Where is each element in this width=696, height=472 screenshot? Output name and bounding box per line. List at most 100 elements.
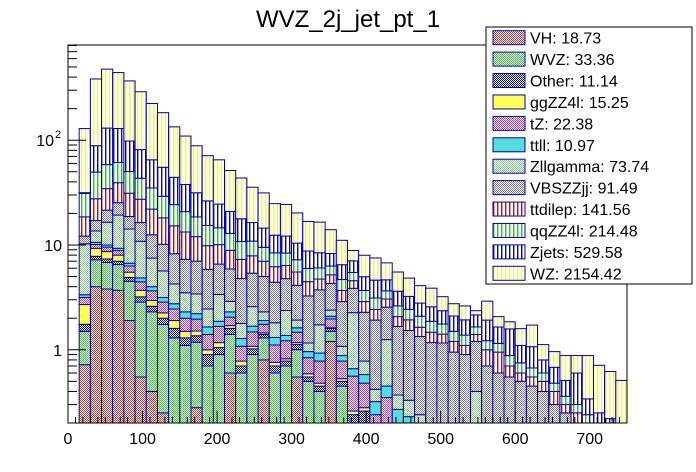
bar-vh-bin-3 — [101, 288, 114, 424]
bar-vbszzjj-bin-38 — [492, 372, 505, 424]
bar-ttdilep-bin-26 — [358, 301, 371, 313]
bar-qqzz4l-bin-39 — [503, 355, 516, 367]
bar-wz-bin-28 — [380, 262, 393, 281]
bar-wz-bin-37 — [481, 300, 494, 321]
bar-zllgamma-bin-10 — [179, 292, 192, 313]
bar-zjets-bin-22 — [313, 252, 326, 269]
bar-qqzz4l-bin-14 — [224, 232, 237, 251]
bar-ttll-bin-7 — [145, 286, 158, 292]
bar-wvz-bin-13 — [212, 354, 226, 424]
bar-other-bin-12 — [201, 354, 214, 367]
bar-wz-bin-16 — [246, 186, 259, 224]
bar-ggzz4l-bin-10 — [179, 330, 192, 339]
x-tick-label: 700 — [576, 431, 603, 448]
bar-wz-bin-5 — [123, 80, 136, 142]
bar-qqzz4l-bin-22 — [313, 267, 326, 280]
bar-ggzz4l-bin-11 — [190, 330, 203, 337]
bar-tz-bin-17 — [257, 323, 270, 334]
bar-other-bin-13 — [212, 347, 226, 356]
bar-wz-bin-30 — [402, 277, 416, 297]
bar-qqzz4l-bin-4 — [112, 161, 125, 184]
bar-ttdilep-bin-16 — [246, 255, 259, 274]
bar-wvz-bin-8 — [156, 323, 170, 414]
bar-wvz-bin-23 — [324, 330, 337, 342]
x-tick-label: 300 — [278, 431, 305, 448]
bar-qqzz4l-bin-24 — [335, 279, 349, 291]
bar-zllgamma-bin-2 — [89, 230, 103, 243]
legend-swatch-zllgamma — [492, 158, 526, 174]
bar-vbszzjj-bin-21 — [302, 295, 315, 344]
bar-vbszzjj-bin-1 — [78, 235, 91, 245]
bar-ttdilep-bin-36 — [469, 333, 483, 342]
bar-vbszzjj-bin-16 — [246, 272, 259, 308]
bar-qqzz4l-bin-20 — [291, 259, 304, 273]
bar-qqzz4l-bin-19 — [279, 252, 293, 266]
legend-swatch-wz — [492, 265, 526, 281]
legend-label-zjets: Zjets: 529.58 — [530, 245, 623, 262]
legend-swatch-other — [492, 73, 526, 89]
bar-zjets-bin-40 — [514, 344, 527, 364]
bar-vh-bin-7 — [145, 390, 158, 424]
bar-tz-bin-23 — [324, 318, 337, 329]
bar-ggzz4l-bin-6 — [134, 289, 147, 298]
legend-label-vh: VH: 18.73 — [530, 31, 601, 48]
bar-wvz-bin-3 — [101, 262, 114, 290]
bar-zjets-bin-43 — [548, 366, 561, 384]
bar-qqzz4l-bin-16 — [246, 240, 259, 257]
bar-wvz-bin-19 — [279, 365, 293, 424]
bar-tz-bin-5 — [123, 265, 136, 273]
bar-qqzz4l-bin-11 — [190, 216, 203, 238]
bar-vh-bin-14 — [224, 372, 237, 424]
bar-ttdilep-bin-30 — [402, 319, 416, 331]
bar-ttll-bin-27 — [369, 401, 382, 416]
bar-wz-bin-8 — [156, 112, 170, 168]
bar-zllgamma-bin-31 — [414, 414, 427, 424]
bar-tz-bin-16 — [246, 331, 259, 347]
bar-wz-bin-24 — [335, 239, 349, 266]
bar-ttdilep-bin-24 — [335, 289, 349, 303]
bar-ggzz4l-bin-3 — [101, 251, 114, 260]
bar-other-bin-11 — [190, 335, 203, 343]
bar-vbszzjj-bin-20 — [291, 284, 304, 321]
bar-wz-bin-36 — [469, 310, 483, 316]
legend-swatch-wvz — [492, 51, 526, 67]
bar-zjets-bin-23 — [324, 253, 337, 267]
bar-tz-bin-20 — [291, 331, 304, 344]
bar-vbszzjj-bin-36 — [469, 340, 483, 392]
bar-other-bin-2 — [89, 255, 103, 261]
bar-vbszzjj-bin-37 — [481, 365, 494, 424]
bar-other-bin-14 — [224, 327, 237, 335]
y-tick-exponent: 2 — [55, 129, 61, 141]
bar-vbszzjj-bin-44 — [559, 412, 572, 424]
bar-ttdilep-bin-3 — [101, 188, 114, 211]
bar-ttll-bin-9 — [168, 303, 181, 310]
bar-other-bin-4 — [112, 260, 125, 266]
bar-zjets-bin-45 — [570, 372, 583, 406]
bar-zjets-bin-15 — [235, 218, 248, 243]
bar-zllgamma-bin-8 — [156, 270, 170, 299]
bar-zllgamma-bin-23 — [324, 309, 337, 317]
bar-zjets-bin-39 — [503, 328, 516, 357]
bar-tz-bin-26 — [358, 382, 371, 409]
bar-zjets-bin-46 — [581, 398, 594, 416]
bar-ttdilep-bin-7 — [145, 208, 158, 236]
bar-zjets-bin-14 — [224, 210, 237, 234]
bar-ttll-bin-13 — [212, 320, 226, 327]
chart-title: WVZ_2j_jet_pt_1 — [256, 6, 440, 33]
bar-vbszzjj-bin-26 — [358, 311, 371, 362]
bar-wz-bin-45 — [570, 355, 583, 374]
bar-other-bin-10 — [179, 337, 192, 346]
bar-zllgamma-bin-7 — [145, 257, 158, 288]
bar-ttdilep-bin-8 — [156, 217, 170, 245]
legend-label-vbszzjj: VBSZZjj: 91.49 — [530, 181, 638, 198]
legend-label-qqzz4l: qqZZ4l: 214.48 — [530, 223, 638, 240]
bar-wz-bin-19 — [279, 203, 293, 237]
bar-other-bin-3 — [101, 258, 114, 264]
bar-zllgamma-bin-9 — [168, 283, 181, 305]
bar-zllgamma-bin-26 — [358, 360, 371, 376]
bar-zjets-bin-36 — [469, 314, 483, 328]
bar-tz-bin-10 — [179, 317, 192, 332]
bar-ggzz4l-bin-8 — [156, 312, 170, 319]
bar-wz-bin-46 — [581, 355, 594, 400]
bar-wz-bin-42 — [537, 344, 550, 361]
